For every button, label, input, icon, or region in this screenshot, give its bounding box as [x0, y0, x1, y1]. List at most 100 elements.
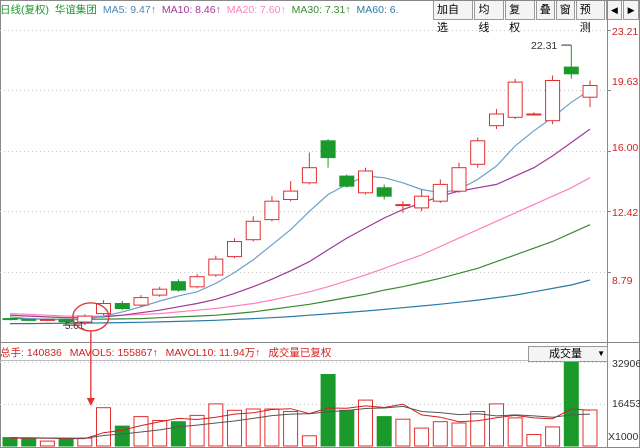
- volume-bar: [320, 374, 336, 447]
- volume-bar: [339, 409, 355, 447]
- low-price-label: 5.61: [65, 321, 85, 332]
- total-volume: 总手: 140836: [0, 347, 62, 359]
- stock-name: 华谊集团: [54, 4, 97, 16]
- price-tick-label: 12.42: [612, 207, 639, 219]
- price-tick-label: 19.63: [612, 76, 639, 88]
- volume-bar: [283, 411, 299, 447]
- volume-bar: [189, 414, 205, 447]
- volume-bar: [376, 416, 392, 447]
- volume-bar: [545, 426, 561, 447]
- candle-body: [451, 167, 467, 192]
- candle-body: [133, 297, 149, 306]
- volume-tick-label: 16453: [612, 398, 640, 410]
- volume-bar: [507, 417, 523, 447]
- candle-body: [358, 170, 373, 194]
- volume-bar: [58, 437, 74, 447]
- high-price-label: 22.31: [531, 40, 557, 52]
- candle-body: [376, 187, 392, 197]
- candle-body: [227, 241, 242, 258]
- candle-body: [414, 195, 430, 209]
- candle-body: [470, 140, 486, 165]
- volume-bar: [245, 408, 261, 447]
- indicator-select[interactable]: 成交量 ▼: [528, 346, 608, 362]
- volume-bar: [96, 407, 111, 447]
- chart-toolbar: 加自选 均线 复权 叠 窗 预测 ◀ ▶: [433, 0, 640, 34]
- price-tick-label: 8.79: [612, 275, 633, 287]
- volume-bar: [432, 421, 448, 447]
- candle-body: [301, 167, 317, 184]
- ma10-line: [9, 128, 591, 319]
- candle-body: [526, 113, 542, 116]
- volume-tick-label: 32906: [612, 358, 640, 370]
- volume-bar: [39, 440, 55, 447]
- price-tick-label: 16.00: [612, 142, 639, 154]
- candle-body: [507, 81, 523, 118]
- candle-body: [170, 281, 186, 291]
- mavol5-value: MAVOL5: 155867↑: [69, 347, 158, 359]
- volume-bar: [208, 403, 224, 447]
- volume-bar: [451, 422, 467, 447]
- candle-body: [545, 80, 561, 122]
- volume-header: 总手: 140836 MAVOL5: 155867↑ MAVOL10: 11.9…: [0, 345, 336, 361]
- ma30-line: [9, 224, 591, 320]
- candle-body: [77, 315, 93, 323]
- volume-bar: [526, 434, 542, 447]
- ma5-value: MA5: 9.47↑: [102, 4, 156, 16]
- candle-body: [245, 220, 261, 241]
- restore-rights-button[interactable]: 复权: [505, 0, 535, 34]
- volume-bar: [77, 437, 93, 447]
- scroll-left-icon[interactable]: ◀: [606, 0, 623, 20]
- volume-bar: [227, 409, 242, 447]
- candle-body: [582, 85, 598, 98]
- volume-ma10-line: [10, 405, 591, 439]
- volume-bar: [395, 418, 411, 447]
- ma60-value: MA60: 6.: [356, 4, 399, 16]
- volume-bar: [264, 408, 280, 447]
- candle-body: [2, 318, 18, 321]
- candle-body: [96, 303, 111, 315]
- ma5-line: [9, 89, 591, 321]
- candle-body: [39, 318, 55, 321]
- overlay-button[interactable]: 叠: [535, 0, 555, 20]
- volume-bar: [489, 403, 504, 447]
- indicator-header: 日线(复权) 华谊集团 MA5: 9.47↑ MA10: 8.46↑ MA20:…: [0, 0, 432, 20]
- ma30-value: MA30: 7.31↑: [291, 4, 351, 16]
- ma20-value: MA20: 7.60↑: [226, 4, 286, 16]
- volume-bar: [2, 437, 18, 447]
- candle-body: [114, 303, 130, 309]
- volume-bar: [414, 427, 430, 447]
- chevron-down-icon: ▼: [597, 349, 605, 358]
- volume-bar: [563, 361, 579, 447]
- volume-bar: [170, 421, 186, 447]
- candle-body: [563, 66, 579, 75]
- candle-body: [264, 200, 280, 221]
- volume-bar: [582, 409, 598, 447]
- candle-body: [432, 183, 448, 202]
- candle-body: [21, 318, 37, 321]
- ma-lines-button[interactable]: 均线: [474, 0, 505, 34]
- candle-body: [189, 276, 205, 288]
- arrow-down-icon: [86, 398, 95, 406]
- candle-body: [283, 190, 299, 201]
- chart-period-label[interactable]: 日线(复权): [0, 4, 49, 16]
- volume-ma5-line: [9, 403, 591, 440]
- volume-bar: [301, 435, 317, 447]
- candle-body: [489, 113, 504, 127]
- candle-body: [395, 204, 411, 207]
- volume-bar: [358, 399, 373, 447]
- volume-note: 成交量已复权: [268, 347, 332, 359]
- ma20-line: [9, 177, 591, 317]
- mavol10-value: MAVOL10: 11.94万↑: [165, 347, 261, 359]
- volume-bar: [152, 420, 168, 447]
- candle-body: [320, 140, 336, 159]
- ma10-value: MA10: 8.46↑: [161, 4, 221, 16]
- volume-bar: [470, 411, 486, 447]
- candle-body: [339, 175, 355, 187]
- candle-body: [208, 258, 224, 276]
- volume-unit-label: X1000: [608, 431, 639, 443]
- candle-body: [152, 288, 168, 296]
- indicator-select-label: 成交量: [549, 348, 582, 360]
- volume-bar: [21, 437, 37, 447]
